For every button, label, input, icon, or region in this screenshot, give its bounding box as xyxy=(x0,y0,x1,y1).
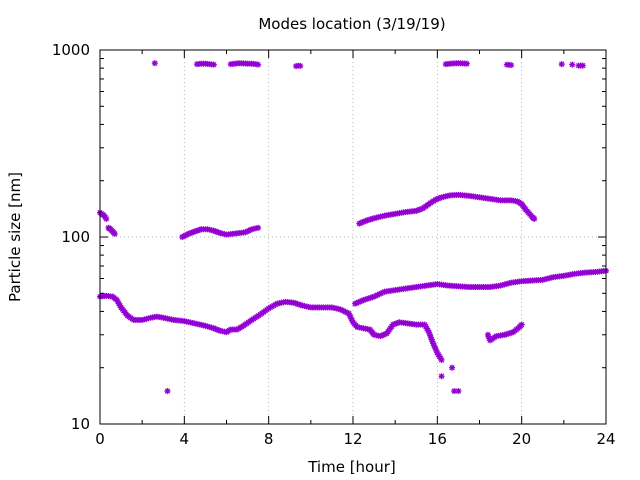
x-tick-label: 0 xyxy=(95,430,105,448)
data-point xyxy=(255,224,262,231)
data-point xyxy=(438,373,445,380)
data-point xyxy=(579,62,586,69)
data-point xyxy=(531,215,538,222)
data-point xyxy=(103,215,110,222)
x-tick-label: 4 xyxy=(180,430,190,448)
data-point xyxy=(438,356,445,363)
data-point xyxy=(569,61,576,68)
chart-title: Modes location (3/19/19) xyxy=(258,15,445,33)
x-tick-label: 24 xyxy=(596,430,615,448)
data-point xyxy=(164,388,171,395)
data-point xyxy=(111,230,118,237)
x-tick-label: 20 xyxy=(512,430,531,448)
x-tick-label: 8 xyxy=(264,430,274,448)
data-point xyxy=(455,388,462,395)
data-points xyxy=(97,60,609,395)
y-axis-title: Particle size [nm] xyxy=(6,172,24,302)
data-point xyxy=(151,60,158,67)
data-point xyxy=(449,364,456,371)
y-tick-label: 100 xyxy=(61,228,90,246)
x-tick-label: 12 xyxy=(343,430,362,448)
data-point xyxy=(463,60,470,67)
data-point xyxy=(297,62,304,69)
data-point xyxy=(518,321,525,328)
x-tick-label: 16 xyxy=(428,430,447,448)
axis-ticks: 0 4 8 12 16 20 24 10 100 1000 xyxy=(52,41,616,448)
data-point xyxy=(508,62,515,69)
y-tick-label: 1000 xyxy=(52,41,90,59)
data-point xyxy=(255,61,262,68)
data-point xyxy=(210,61,217,68)
y-tick-label: 10 xyxy=(71,415,90,433)
x-axis-title: Time [hour] xyxy=(307,458,396,476)
data-point xyxy=(558,61,565,68)
